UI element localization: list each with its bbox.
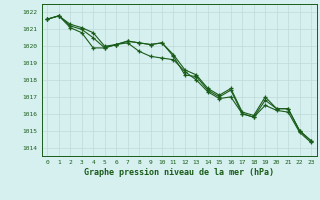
X-axis label: Graphe pression niveau de la mer (hPa): Graphe pression niveau de la mer (hPa) [84, 168, 274, 177]
